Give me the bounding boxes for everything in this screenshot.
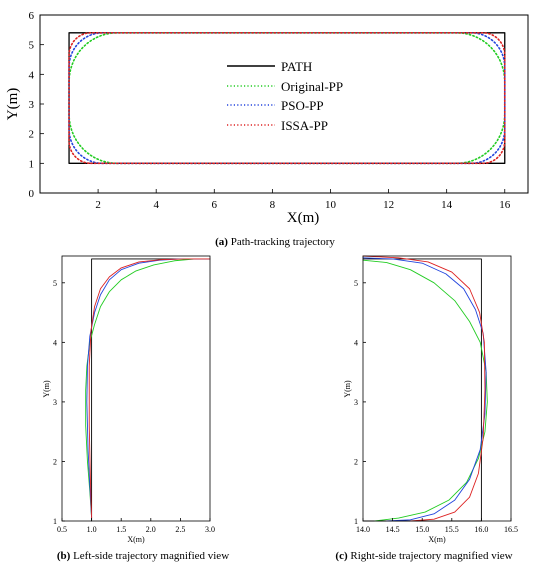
panel-b-xlabel: X(m): [127, 535, 145, 544]
panel-b-ylabel: Y(m): [42, 380, 51, 398]
panel-a-plot: [68, 31, 506, 165]
panel-b-ytick-label: 1: [53, 517, 57, 526]
panel-a-xtick-label: 8: [270, 199, 276, 211]
panel-a-xlabel: X(m): [287, 210, 320, 226]
panel-b-xtick-label: 1.5: [116, 525, 126, 534]
panel-b-ticks: 0.5 1.0 1.5 2.0 2.5 3.0 1 2 3 4 5: [53, 279, 215, 534]
panel-b-series-path: [91, 258, 211, 522]
panel-c-xtick-label: 15.0: [415, 525, 429, 534]
panel-a-ylabel: Y(m): [5, 88, 21, 121]
legend-label-original-pp: Original-PP: [281, 79, 343, 94]
panel-a-xtick-label: 10: [325, 199, 337, 211]
panel-a-series-issa-pp: [68, 31, 506, 165]
panel-c-series-path: [362, 258, 482, 522]
panel-a-xtick-label: 12: [383, 199, 394, 211]
panel-a-xtick-label: 2: [95, 199, 101, 211]
legend-label-path: PATH: [281, 59, 312, 74]
panel-c-xtick-label: 14.0: [356, 525, 370, 534]
panel-c-ytick-label: 2: [354, 457, 358, 466]
panel-c-xtick-label: 14.5: [386, 525, 400, 534]
legend-label-issa-pp: ISSA-PP: [281, 118, 328, 133]
panel-b-xtick-label: 2.5: [175, 525, 185, 534]
legend-label-pso-pp: PSO-PP: [281, 98, 324, 113]
panel-b-xtick-label: 0.5: [57, 525, 67, 534]
panel-c-ytick-label: 5: [354, 279, 358, 288]
panel-b-xtick-label: 3.0: [205, 525, 215, 534]
panel-c-ytick-label: 1: [354, 517, 358, 526]
panel-b-series-original-pp: [85, 258, 211, 519]
legend: PATH Original-PP PSO-PP ISSA-PP: [227, 59, 343, 133]
panel-c-ytick-label: 4: [354, 338, 358, 347]
panel-a-xtick-label: 14: [441, 199, 453, 211]
panel-a-series-original-pp: [68, 31, 506, 165]
panel-a-ytick-label: 1: [29, 158, 35, 170]
panel-c-xlabel: X(m): [428, 535, 446, 544]
panel-c-ticks: 14.0 14.5 15.0 15.5 16.0 16.5 1 2 3 4 5: [354, 279, 518, 534]
panel-b-ytick-label: 5: [53, 279, 57, 288]
panel-b-plot: [85, 258, 211, 522]
panel-b-xtick-label: 2.0: [146, 525, 156, 534]
panel-c-series-pso-pp: [362, 257, 487, 522]
panel-c-ytick-label: 3: [354, 398, 358, 407]
panel-a-xtick-label: 6: [212, 199, 218, 211]
panel-b-caption: (b) Left-side trajectory magnified view: [57, 550, 229, 562]
panel-c-plot: [362, 255, 488, 522]
panel-a-ytick-label: 5: [29, 40, 35, 52]
panel-a-ytick-label: 6: [29, 10, 35, 22]
panel-a-xtick-label: 16: [499, 199, 511, 211]
panel-c-axes-frame: [362, 255, 512, 522]
panel-b-xtick-label: 1.0: [87, 525, 97, 534]
panel-a-ytick-label: 0: [29, 188, 35, 200]
panel-a-xtick-label: 4: [153, 199, 159, 211]
panel-b: 0.5 1.0 1.5 2.0 2.5 3.0 1 2 3 4 5 X(m) Y(m) (b) Le…: [42, 255, 229, 562]
panel-c-series-original-pp: [362, 259, 488, 522]
panel-c-xtick-label: 16.5: [504, 525, 518, 534]
panel-b-series-issa-pp: [88, 258, 211, 519]
panel-b-ytick-label: 3: [53, 398, 57, 407]
panel-c-xtick-label: 16.0: [474, 525, 488, 534]
panel-b-ytick-label: 4: [53, 338, 57, 347]
panel-c-xtick-label: 15.5: [445, 525, 459, 534]
panel-a-caption: (a) Path-tracking trajectory: [215, 236, 335, 248]
panel-a-ytick-label: 3: [29, 99, 35, 111]
panel-b-ytick-label: 2: [53, 457, 57, 466]
panel-a-ytick-label: 2: [29, 129, 35, 141]
panel-c-ylabel: Y(m): [343, 380, 352, 398]
panel-c-series-issa-pp: [362, 255, 486, 522]
panel-c-caption: (c) Right-side trajectory magnified view: [335, 550, 512, 562]
panel-a-ytick-label: 4: [29, 69, 35, 81]
panel-b-axes-frame: [61, 255, 211, 522]
